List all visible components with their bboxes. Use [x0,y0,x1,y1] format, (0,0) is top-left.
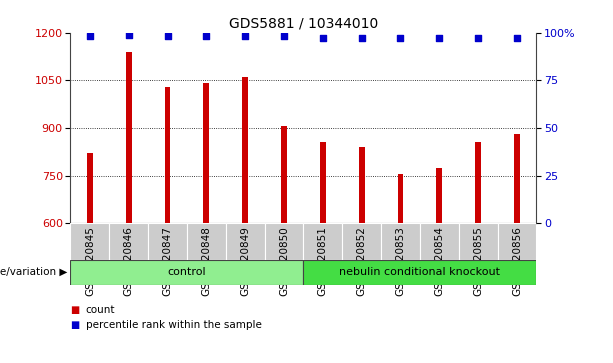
Point [318,36,328,41]
Bar [148,223,187,260]
Title: GDS5881 / 10344010: GDS5881 / 10344010 [229,16,378,30]
Text: ■: ■ [70,305,80,315]
Text: genotype/variation ▶: genotype/variation ▶ [0,267,67,277]
Point [85,33,95,39]
Text: GSM1720845: GSM1720845 [85,226,95,296]
Bar [303,223,342,260]
Text: ■: ■ [70,320,80,330]
Bar [265,223,303,260]
Point [124,32,134,37]
Text: GSM1720854: GSM1720854 [435,226,444,296]
Bar [87,153,93,223]
Text: percentile rank within the sample: percentile rank within the sample [86,320,262,330]
Bar [70,260,303,285]
Text: GSM1720855: GSM1720855 [473,226,483,296]
Point [279,33,289,39]
Point [162,33,172,39]
Bar [514,134,520,223]
Point [395,36,405,41]
Point [435,36,444,41]
Bar [342,223,381,260]
Bar [126,52,132,223]
Bar [475,142,481,223]
Bar [109,223,148,260]
Text: GSM1720847: GSM1720847 [162,226,172,296]
Point [202,33,211,39]
Bar [498,223,536,260]
Bar [359,147,365,223]
Bar [204,83,209,223]
Text: GSM1720853: GSM1720853 [395,226,405,296]
Text: count: count [86,305,115,315]
Bar [281,126,287,223]
Bar [398,174,403,223]
Point [240,33,250,39]
Bar [420,223,459,260]
Bar [381,223,420,260]
Bar [303,260,536,285]
Bar [320,142,326,223]
Text: control: control [167,267,207,277]
Text: GSM1720856: GSM1720856 [512,226,522,296]
Text: GSM1720848: GSM1720848 [202,226,211,296]
Bar [226,223,265,260]
Point [473,36,483,41]
Text: GSM1720849: GSM1720849 [240,226,250,296]
Text: GSM1720846: GSM1720846 [124,226,134,296]
Bar [436,168,442,223]
Bar [459,223,498,260]
Bar [70,223,109,260]
Text: nebulin conditional knockout: nebulin conditional knockout [340,267,500,277]
Point [357,36,367,41]
Point [512,36,522,41]
Text: GSM1720850: GSM1720850 [279,226,289,296]
Bar [242,77,248,223]
Text: GSM1720852: GSM1720852 [357,226,367,296]
Text: GSM1720851: GSM1720851 [318,226,328,296]
Bar [165,87,170,223]
Bar [187,223,226,260]
